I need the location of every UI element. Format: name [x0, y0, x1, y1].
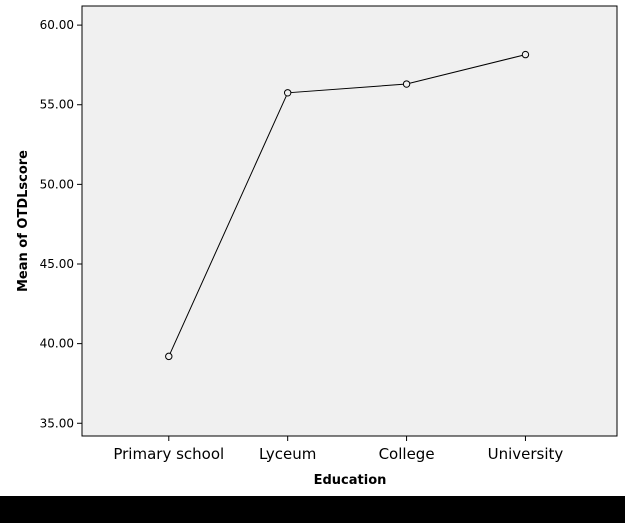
y-axis-title: Mean of OTDLscore	[16, 150, 31, 292]
y-tick-label: 50.00	[40, 177, 74, 191]
y-tick-label: 40.00	[40, 337, 74, 351]
data-point	[402, 80, 411, 88]
y-tick-label: 60.00	[40, 18, 74, 32]
x-tick-label: University	[488, 445, 564, 463]
series-line	[168, 54, 526, 357]
bottom-bar	[0, 496, 625, 523]
data-point	[521, 50, 530, 59]
x-tick-label: Lyceum	[259, 445, 316, 463]
data-point	[283, 89, 292, 97]
plot-area	[81, 5, 618, 437]
y-tick-label: 35.00	[40, 416, 74, 430]
data-point	[165, 352, 173, 361]
line-chart: 35.00 40.00 45.00 50.00 55.00 60.00 Primary s…	[16, 5, 618, 488]
y-axis: 35.00 40.00 45.00 50.00 55.00 60.00	[40, 18, 82, 430]
x-axis-title: Education	[314, 473, 387, 488]
data-markers	[165, 50, 530, 361]
x-tick-label: Primary school	[113, 445, 224, 463]
x-axis: Primary school Lyceum College University	[113, 436, 563, 463]
y-tick-label: 45.00	[40, 257, 74, 271]
x-tick-label: College	[379, 445, 435, 463]
y-tick-label: 55.00	[40, 98, 74, 112]
